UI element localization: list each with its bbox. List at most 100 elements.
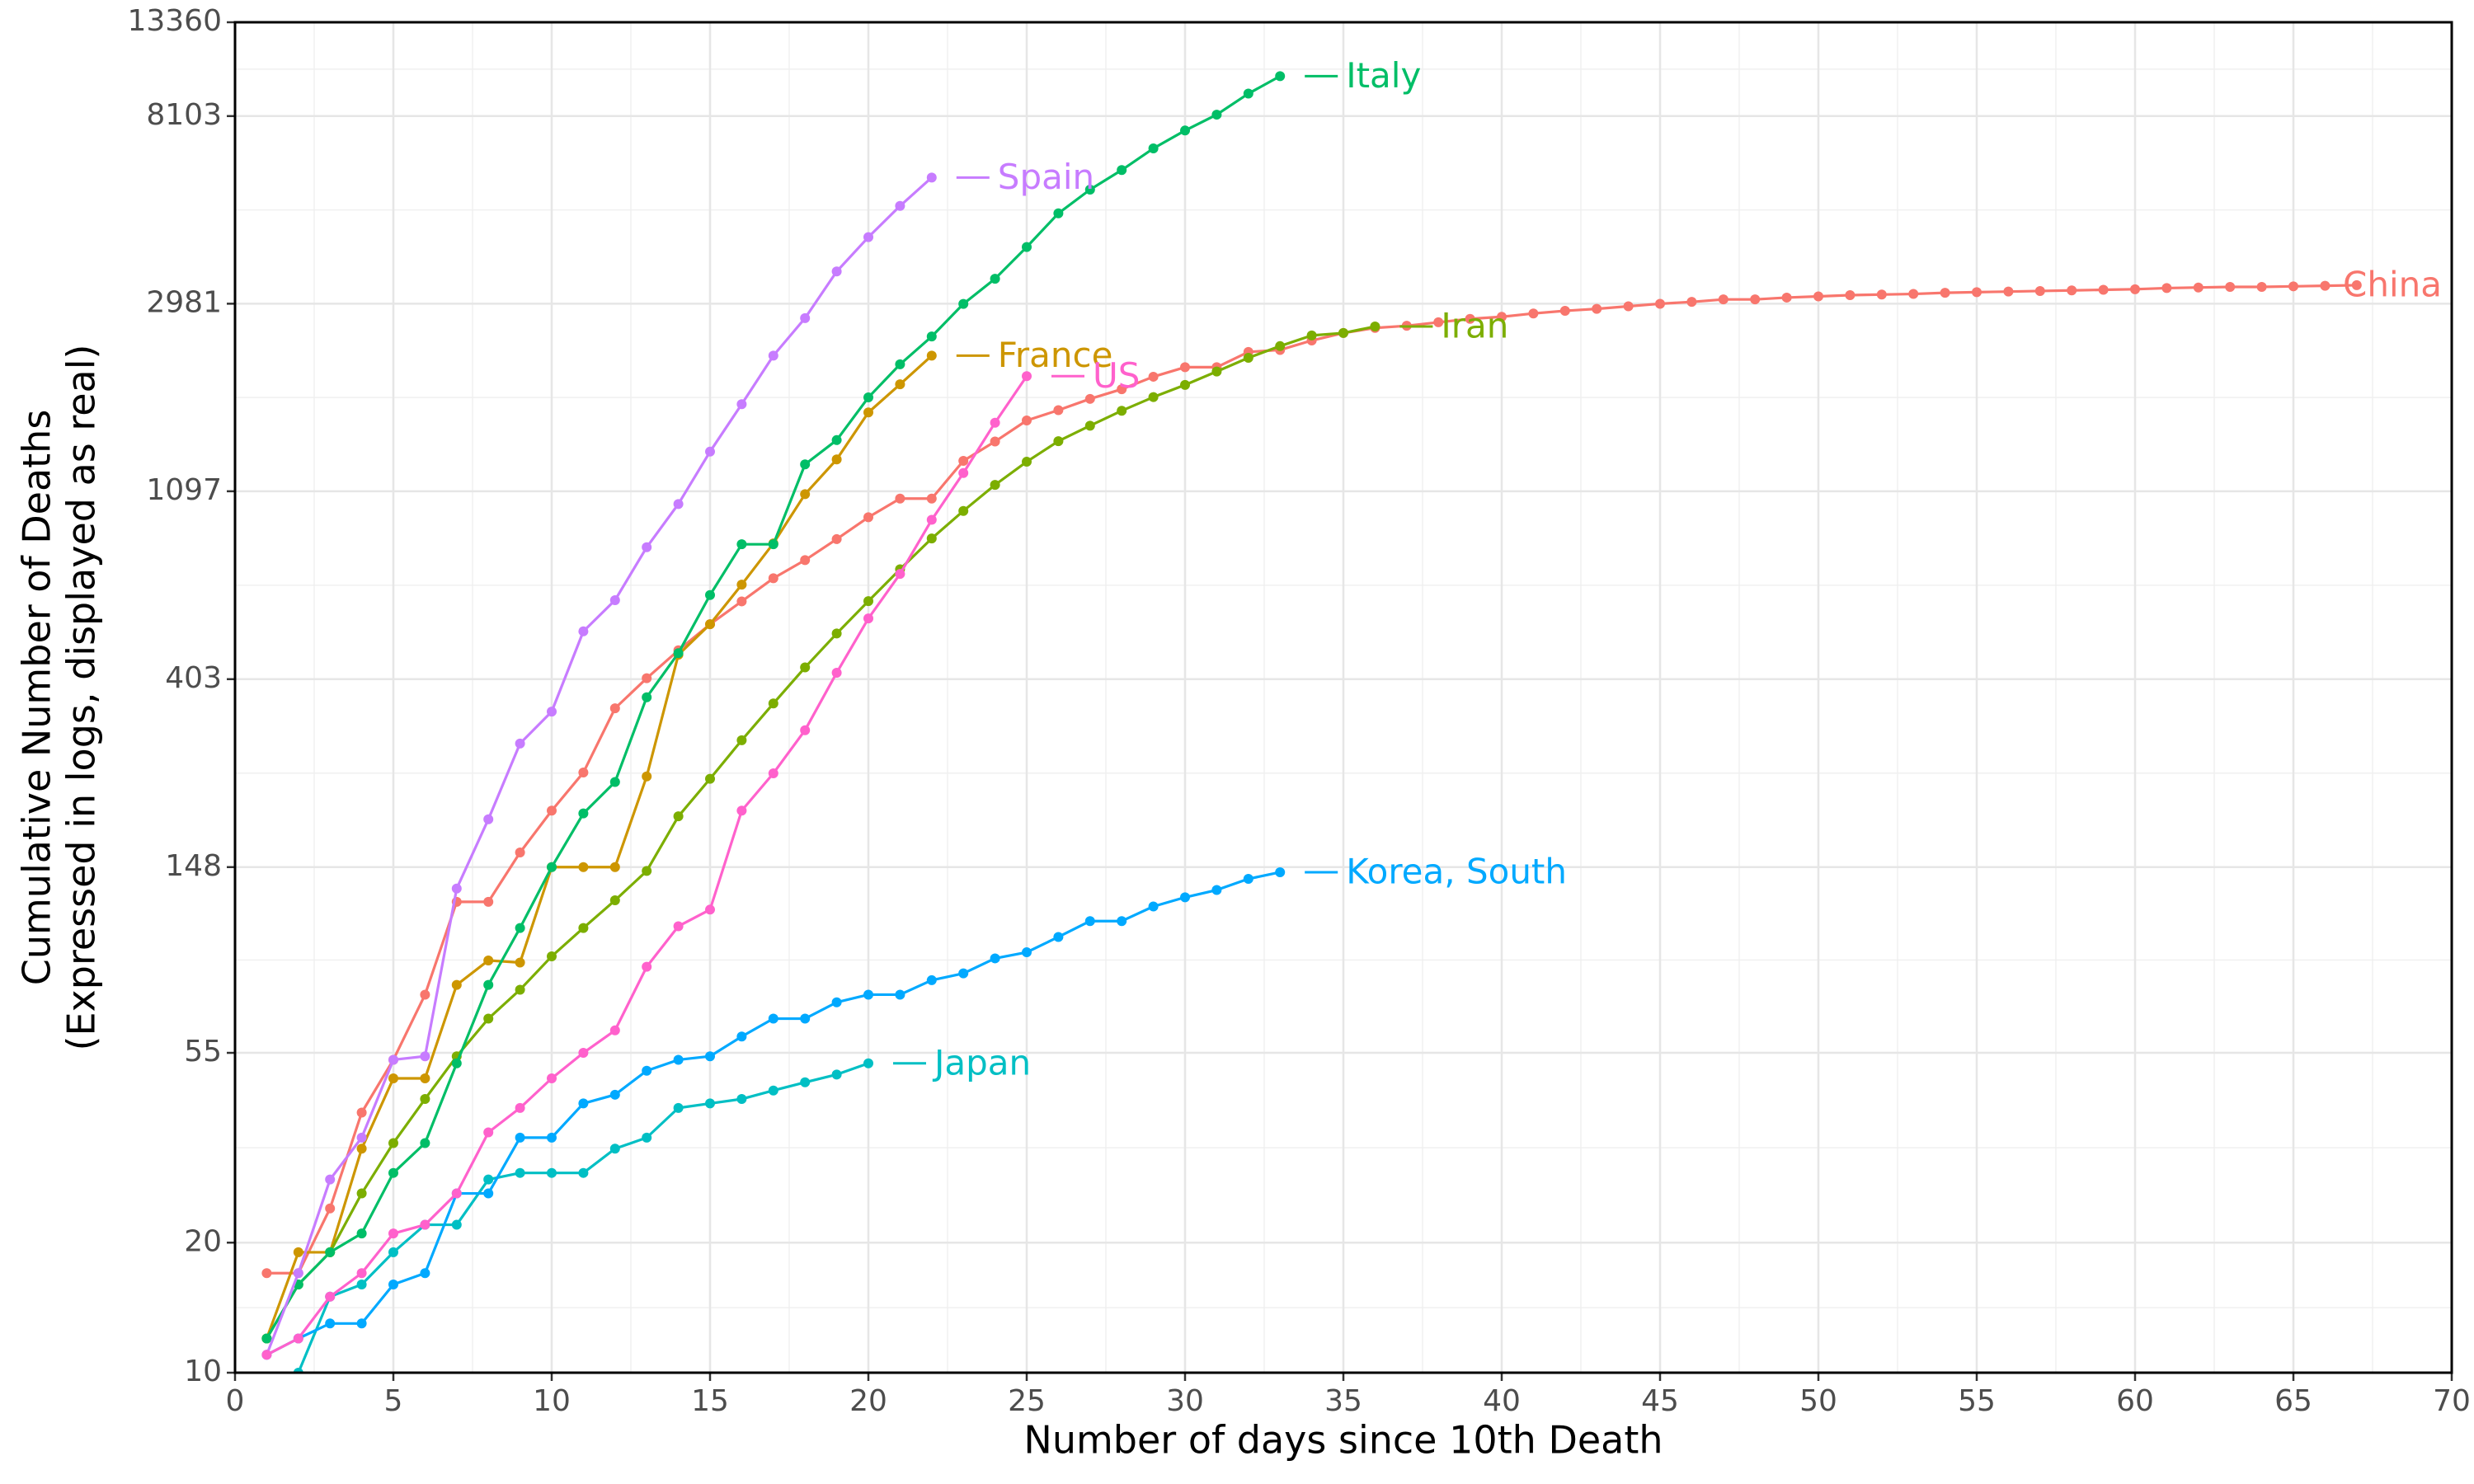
data-point bbox=[325, 1291, 336, 1302]
x-tick-label: 35 bbox=[1324, 1384, 1362, 1418]
x-tick-label: 45 bbox=[1641, 1384, 1679, 1418]
data-point bbox=[800, 555, 811, 566]
data-point bbox=[642, 1065, 652, 1076]
data-point bbox=[990, 436, 1000, 447]
data-point bbox=[1686, 297, 1697, 308]
data-point bbox=[356, 1280, 367, 1290]
data-point bbox=[958, 505, 969, 516]
data-point bbox=[2034, 285, 2045, 296]
data-point bbox=[2193, 282, 2204, 293]
data-point bbox=[1084, 916, 1095, 927]
data-point bbox=[420, 1094, 430, 1105]
data-point bbox=[1750, 294, 1761, 305]
data-point bbox=[673, 1054, 684, 1065]
data-point bbox=[831, 628, 842, 639]
x-tick-label: 55 bbox=[1958, 1384, 1996, 1418]
data-point bbox=[325, 1203, 336, 1214]
data-point bbox=[705, 904, 715, 915]
data-point bbox=[800, 1077, 811, 1087]
data-point bbox=[990, 417, 1000, 428]
data-point bbox=[926, 974, 937, 985]
data-point bbox=[451, 1058, 462, 1068]
data-point bbox=[736, 1031, 747, 1042]
data-point bbox=[547, 862, 557, 872]
data-point bbox=[2067, 285, 2077, 296]
data-point bbox=[1243, 353, 1253, 364]
data-point bbox=[483, 896, 494, 907]
data-point bbox=[1211, 366, 1222, 377]
y-tick-label: 20 bbox=[184, 1224, 222, 1258]
x-tick-label: 20 bbox=[849, 1384, 887, 1418]
data-point bbox=[1180, 362, 1190, 373]
data-point bbox=[642, 673, 652, 683]
data-point bbox=[2003, 286, 2014, 297]
data-point bbox=[388, 1054, 398, 1065]
data-point bbox=[768, 1085, 778, 1096]
data-point bbox=[736, 1094, 747, 1105]
data-point bbox=[515, 957, 525, 968]
data-point bbox=[356, 1318, 367, 1329]
x-tick-label: 5 bbox=[384, 1384, 403, 1418]
data-point bbox=[1022, 947, 1032, 958]
y-tick-label: 403 bbox=[165, 661, 222, 695]
data-point bbox=[388, 1167, 398, 1178]
data-point bbox=[1338, 327, 1348, 338]
data-point bbox=[863, 989, 873, 1000]
data-point bbox=[1022, 371, 1032, 382]
data-point bbox=[1275, 340, 1286, 351]
data-point bbox=[926, 493, 937, 504]
data-point bbox=[609, 862, 620, 872]
data-point bbox=[926, 533, 937, 544]
data-point bbox=[736, 539, 747, 550]
data-point bbox=[736, 399, 747, 410]
data-point bbox=[609, 1144, 620, 1154]
data-point bbox=[642, 1132, 652, 1143]
data-point bbox=[705, 589, 715, 600]
data-point bbox=[578, 1048, 589, 1059]
x-tick-label: 40 bbox=[1483, 1384, 1521, 1418]
y-tick-label: 55 bbox=[184, 1035, 222, 1068]
y-axis-title: Cumulative Number of Deaths bbox=[15, 410, 59, 986]
series-label: Spain bbox=[998, 157, 1094, 197]
data-point bbox=[261, 1268, 272, 1279]
data-point bbox=[578, 1098, 589, 1109]
data-point bbox=[705, 1098, 715, 1109]
data-point bbox=[1053, 436, 1064, 447]
data-point bbox=[1592, 303, 1602, 314]
data-point bbox=[1022, 242, 1032, 252]
data-point bbox=[673, 811, 684, 822]
data-point bbox=[1306, 330, 1317, 340]
data-point bbox=[483, 1188, 494, 1199]
data-point bbox=[483, 979, 494, 990]
data-point bbox=[705, 773, 715, 784]
data-point bbox=[1211, 885, 1222, 895]
data-point bbox=[642, 542, 652, 552]
data-point bbox=[483, 955, 494, 965]
data-point bbox=[642, 692, 652, 702]
data-point bbox=[420, 1073, 430, 1084]
data-point bbox=[990, 953, 1000, 964]
x-tick-label: 30 bbox=[1166, 1384, 1204, 1418]
data-point bbox=[515, 923, 525, 933]
data-point bbox=[863, 512, 873, 523]
data-point bbox=[451, 883, 462, 894]
data-point bbox=[831, 454, 842, 465]
data-point bbox=[958, 455, 969, 466]
data-point bbox=[1275, 71, 1286, 82]
data-point bbox=[800, 1013, 811, 1024]
data-point bbox=[895, 359, 905, 369]
data-point bbox=[1148, 392, 1159, 402]
data-point bbox=[609, 777, 620, 787]
data-point bbox=[863, 613, 873, 624]
x-tick-label: 60 bbox=[2116, 1384, 2154, 1418]
data-point bbox=[515, 1102, 525, 1113]
data-point bbox=[1180, 379, 1190, 390]
series bbox=[261, 322, 1380, 1344]
data-point bbox=[736, 735, 747, 745]
data-point bbox=[1908, 289, 1919, 299]
data-point bbox=[1465, 313, 1475, 324]
data-point bbox=[609, 895, 620, 906]
series bbox=[261, 279, 2362, 1279]
data-point bbox=[483, 1174, 494, 1185]
data-point bbox=[388, 1138, 398, 1148]
